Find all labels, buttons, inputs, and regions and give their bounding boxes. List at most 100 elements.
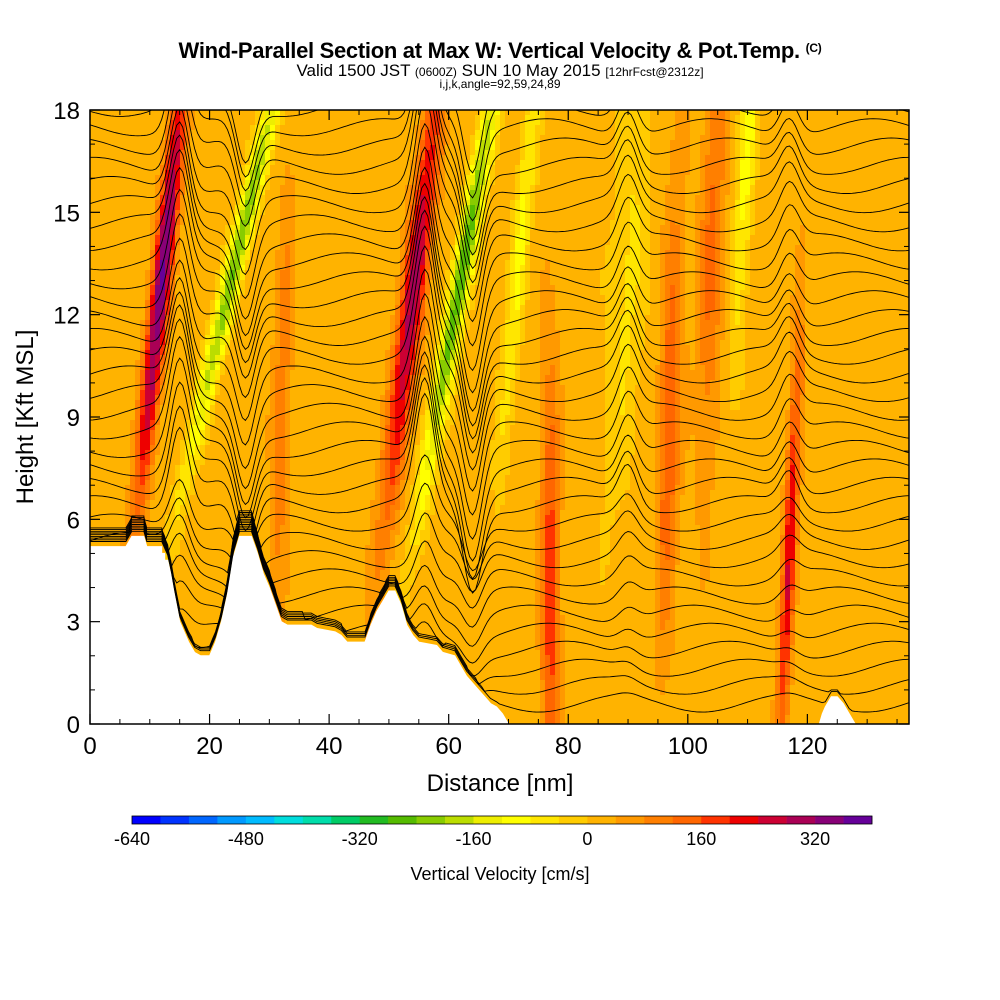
velocity-cell [205,345,211,351]
velocity-cell [215,315,221,321]
velocity-cell [185,130,191,136]
velocity-cell [125,350,131,356]
velocity-cell [275,415,281,421]
velocity-cell [260,425,266,431]
velocity-cell [230,415,236,421]
velocity-cell [205,435,211,441]
velocity-cell [130,125,136,131]
velocity-cell [185,445,191,451]
velocity-cell [130,420,136,426]
velocity-cell [265,280,271,286]
velocity-cell [225,565,231,571]
velocity-cell [120,175,126,181]
velocity-cell [100,385,106,391]
velocity-cell [240,470,246,476]
velocity-cell [150,450,156,456]
velocity-cell [280,330,286,336]
velocity-cell [205,605,211,611]
velocity-cell [285,145,291,151]
velocity-cell [135,240,141,246]
velocity-cell [130,270,136,276]
velocity-cell [185,250,191,256]
velocity-cell [135,255,141,261]
velocity-cell [265,150,271,156]
velocity-cell [110,445,116,451]
velocity-cell [205,260,211,266]
velocity-cell [90,240,96,246]
velocity-cell [270,270,276,276]
velocity-cell [240,495,246,501]
velocity-cell [195,450,201,456]
velocity-cell [130,490,136,496]
velocity-cell [175,295,181,301]
velocity-cell [280,150,286,156]
velocity-cell [190,485,196,491]
velocity-cell [120,135,126,141]
velocity-cell [90,275,96,281]
velocity-cell [155,505,161,511]
velocity-cell [255,130,261,136]
velocity-cell [135,230,141,236]
velocity-cell [160,395,166,401]
velocity-cell [110,120,116,126]
velocity-cell [265,115,271,121]
velocity-cell [125,255,131,261]
velocity-cell [190,210,196,216]
velocity-cell [275,405,281,411]
velocity-cell [120,340,126,346]
velocity-cell [120,360,126,366]
velocity-cell [175,160,181,166]
velocity-cell [270,310,276,316]
velocity-cell [150,275,156,281]
velocity-cell [240,395,246,401]
velocity-cell [185,200,191,206]
velocity-cell [260,460,266,466]
velocity-cell [225,280,231,286]
velocity-cell [175,365,181,371]
velocity-cell [100,460,106,466]
velocity-cell [215,480,221,486]
velocity-cell [170,115,176,121]
velocity-cell [275,440,281,446]
velocity-cell [175,375,181,381]
velocity-cell [255,345,261,351]
velocity-cell [215,555,221,561]
velocity-cell [165,555,171,561]
velocity-cell [255,140,261,146]
velocity-cell [195,575,201,581]
velocity-cell [125,355,131,361]
velocity-cell [130,265,136,271]
velocity-cell [275,325,281,331]
velocity-cell [175,240,181,246]
velocity-cell [100,230,106,236]
velocity-cell [170,565,176,571]
velocity-cell [245,205,251,211]
velocity-cell [145,495,151,501]
velocity-cell [250,535,256,541]
velocity-cell [140,140,146,146]
velocity-cell [225,290,231,296]
velocity-cell [235,435,241,441]
velocity-cell [145,235,151,241]
velocity-cell [175,265,181,271]
velocity-cell [175,420,181,426]
velocity-cell [135,145,141,151]
velocity-cell [280,355,286,361]
velocity-cell [205,180,211,186]
velocity-cell [215,120,221,126]
velocity-cell [140,170,146,176]
velocity-cell [215,455,221,461]
velocity-cell [290,315,296,321]
velocity-cell [145,125,151,131]
velocity-cell [180,470,186,476]
velocity-cell [125,190,131,196]
velocity-cell [200,550,206,556]
velocity-cell [235,180,241,186]
velocity-cell [115,510,121,516]
velocity-cell [245,225,251,231]
velocity-cell [180,115,186,121]
velocity-cell [130,395,136,401]
velocity-cell [225,150,231,156]
velocity-cell [120,350,126,356]
velocity-cell [100,355,106,361]
